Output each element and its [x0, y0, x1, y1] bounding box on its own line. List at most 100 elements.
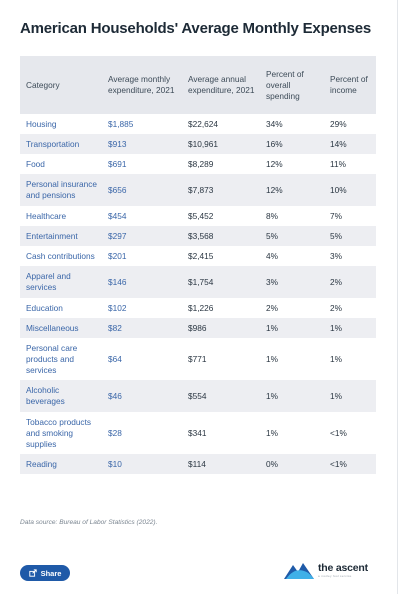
cell-annual: $10,961	[182, 134, 260, 154]
header-monthly: Average monthly expenditure, 2021	[102, 56, 182, 114]
cell-percent-income: 2%	[324, 298, 376, 318]
cell-percent-income: 3%	[324, 246, 376, 266]
cell-category: Healthcare	[20, 206, 102, 226]
cell-category: Reading	[20, 454, 102, 474]
cell-monthly: $297	[102, 226, 182, 246]
header-percent-income: Percent of income	[324, 56, 376, 114]
table-row: Personal care products and services $64 $7…	[20, 338, 376, 380]
cell-monthly: $102	[102, 298, 182, 318]
data-source-note: Data source: Bureau of Labor Statistics …	[20, 519, 158, 526]
cell-monthly: $82	[102, 318, 182, 338]
cell-monthly: $28	[102, 412, 182, 454]
cell-percent-income: 1%	[324, 338, 376, 380]
cell-category: Personal insurance and pensions	[20, 174, 102, 206]
cell-percent-income: 5%	[324, 226, 376, 246]
cell-monthly: $913	[102, 134, 182, 154]
cell-category: Transportation	[20, 134, 102, 154]
cell-percent-income: 1%	[324, 380, 376, 412]
share-label: Share	[40, 568, 62, 578]
ascent-mountain-logo-icon	[284, 563, 314, 579]
cell-annual: $2,415	[182, 246, 260, 266]
cell-percent-spending: 1%	[260, 318, 324, 338]
cell-percent-income: 29%	[324, 114, 376, 134]
table-row: Healthcare $454 $5,452 8% 7%	[20, 206, 376, 226]
cell-percent-income: 11%	[324, 154, 376, 174]
table-row: Apparel and services $146 $1,754 3% 2%	[20, 266, 376, 298]
share-button[interactable]: Share	[20, 565, 70, 581]
cell-percent-income: 2%	[324, 266, 376, 298]
table-row: Miscellaneous $82 $986 1% 1%	[20, 318, 376, 338]
cell-category: Food	[20, 154, 102, 174]
table-row: Transportation $913 $10,961 16% 14%	[20, 134, 376, 154]
table-header-row: Category Average monthly expenditure, 20…	[20, 56, 376, 114]
table-row: Food $691 $8,289 12% 11%	[20, 154, 376, 174]
cell-category: Personal care products and services	[20, 338, 102, 380]
cell-category: Miscellaneous	[20, 318, 102, 338]
header-percent-spending: Percent of overall spending	[260, 56, 324, 114]
cell-percent-income: 7%	[324, 206, 376, 226]
cell-category: Cash contributions	[20, 246, 102, 266]
cell-percent-spending: 12%	[260, 154, 324, 174]
cell-monthly: $454	[102, 206, 182, 226]
table-row: Tobacco products and smoking supplies $28…	[20, 412, 376, 454]
cell-annual: $114	[182, 454, 260, 474]
cell-monthly: $691	[102, 154, 182, 174]
cell-percent-spending: 16%	[260, 134, 324, 154]
cell-percent-spending: 12%	[260, 174, 324, 206]
cell-annual: $771	[182, 338, 260, 380]
cell-percent-spending: 2%	[260, 298, 324, 318]
brand-name: the ascent	[318, 561, 368, 574]
cell-monthly: $46	[102, 380, 182, 412]
share-icon	[28, 569, 37, 577]
table-row: Cash contributions $201 $2,415 4% 3%	[20, 246, 376, 266]
header-annual: Average annual expenditure, 2021	[182, 56, 260, 114]
cell-monthly: $201	[102, 246, 182, 266]
cell-annual: $1,226	[182, 298, 260, 318]
cell-category: Housing	[20, 114, 102, 134]
page-title: American Households' Average Monthly Exp…	[20, 20, 372, 37]
cell-annual: $5,452	[182, 206, 260, 226]
cell-category: Alcoholic beverages	[20, 380, 102, 412]
cell-annual: $1,754	[182, 266, 260, 298]
cell-percent-spending: 1%	[260, 412, 324, 454]
cell-annual: $554	[182, 380, 260, 412]
cell-monthly: $64	[102, 338, 182, 380]
brand-tagline: a motley fool service	[318, 573, 352, 578]
cell-percent-spending: 4%	[260, 246, 324, 266]
cell-annual: $986	[182, 318, 260, 338]
cell-annual: $341	[182, 412, 260, 454]
cell-percent-spending: 1%	[260, 338, 324, 380]
table-row: Reading $10 $114 0% <1%	[20, 454, 376, 474]
cell-percent-income: 10%	[324, 174, 376, 206]
cell-percent-income: <1%	[324, 454, 376, 474]
cell-category: Entertainment	[20, 226, 102, 246]
cell-monthly: $146	[102, 266, 182, 298]
cell-percent-spending: 34%	[260, 114, 324, 134]
cell-percent-spending: 0%	[260, 454, 324, 474]
cell-percent-spending: 3%	[260, 266, 324, 298]
cell-percent-spending: 8%	[260, 206, 324, 226]
table-body: Housing $1,885 $22,624 34% 29% Transportation…	[20, 114, 376, 474]
cell-annual: $3,568	[182, 226, 260, 246]
cell-percent-spending: 5%	[260, 226, 324, 246]
cell-monthly: $10	[102, 454, 182, 474]
cell-percent-income: 14%	[324, 134, 376, 154]
cell-category: Tobacco products and smoking supplies	[20, 412, 102, 454]
cell-annual: $8,289	[182, 154, 260, 174]
table-row: Housing $1,885 $22,624 34% 29%	[20, 114, 376, 134]
header-category: Category	[20, 56, 102, 114]
cell-category: Education	[20, 298, 102, 318]
cell-monthly: $1,885	[102, 114, 182, 134]
cell-percent-spending: 1%	[260, 380, 324, 412]
expenses-table: Category Average monthly expenditure, 20…	[20, 56, 376, 474]
cell-annual: $7,873	[182, 174, 260, 206]
table-row: Education $102 $1,226 2% 2%	[20, 298, 376, 318]
cell-percent-income: 1%	[324, 318, 376, 338]
table-row: Alcoholic beverages $46 $554 1% 1%	[20, 380, 376, 412]
cell-category: Apparel and services	[20, 266, 102, 298]
table-row: Personal insurance and pensions $656 $7,87…	[20, 174, 376, 206]
cell-monthly: $656	[102, 174, 182, 206]
brand-logo[interactable]: the ascent a motley fool service	[284, 561, 368, 579]
cell-percent-income: <1%	[324, 412, 376, 454]
